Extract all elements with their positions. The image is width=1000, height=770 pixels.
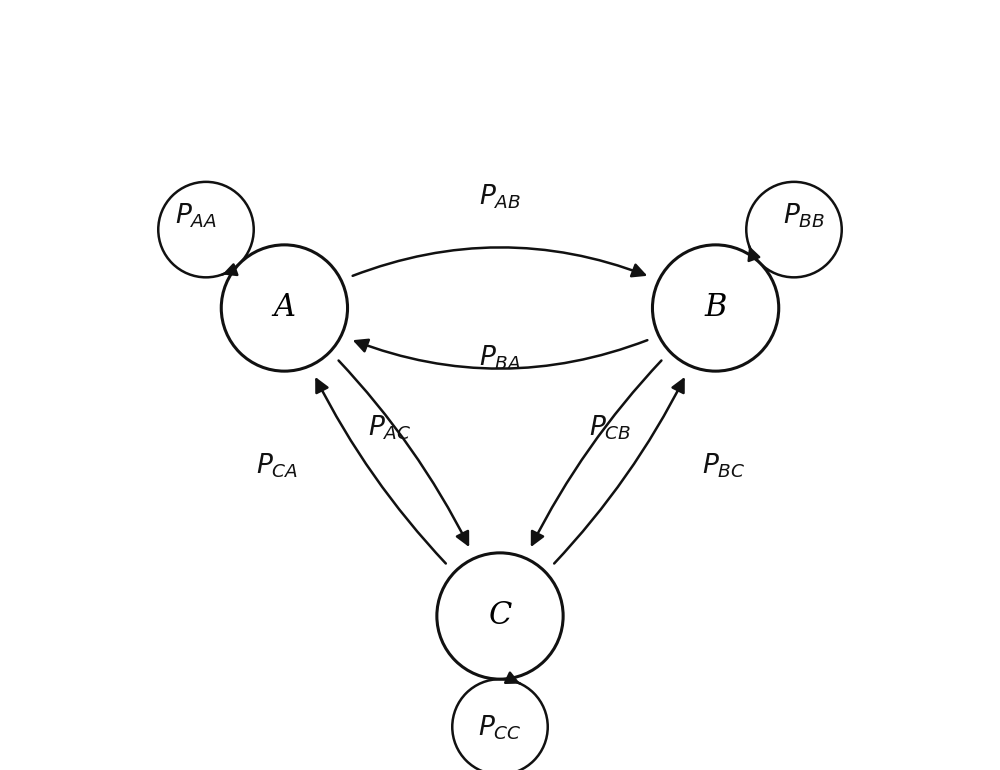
FancyArrowPatch shape <box>339 360 468 544</box>
FancyArrowPatch shape <box>353 247 645 276</box>
Text: C: C <box>488 601 512 631</box>
Text: $P_{AC}$: $P_{AC}$ <box>368 413 411 442</box>
Text: $P_{CA}$: $P_{CA}$ <box>256 451 298 480</box>
Text: $P_{AB}$: $P_{AB}$ <box>479 182 521 211</box>
Circle shape <box>221 245 348 371</box>
Text: $P_{BA}$: $P_{BA}$ <box>479 343 521 373</box>
Circle shape <box>652 245 779 371</box>
Text: B: B <box>704 293 727 323</box>
FancyArrowPatch shape <box>355 340 647 369</box>
Circle shape <box>437 553 563 679</box>
Text: $P_{CC}$: $P_{CC}$ <box>478 713 522 742</box>
Text: $P_{BC}$: $P_{BC}$ <box>702 451 745 480</box>
FancyArrowPatch shape <box>532 360 661 544</box>
Text: $P_{AA}$: $P_{AA}$ <box>175 201 217 230</box>
FancyArrowPatch shape <box>554 380 684 564</box>
Text: A: A <box>273 293 295 323</box>
Text: $P_{CB}$: $P_{CB}$ <box>589 413 631 442</box>
Text: $P_{BB}$: $P_{BB}$ <box>783 201 825 230</box>
FancyArrowPatch shape <box>316 380 446 564</box>
